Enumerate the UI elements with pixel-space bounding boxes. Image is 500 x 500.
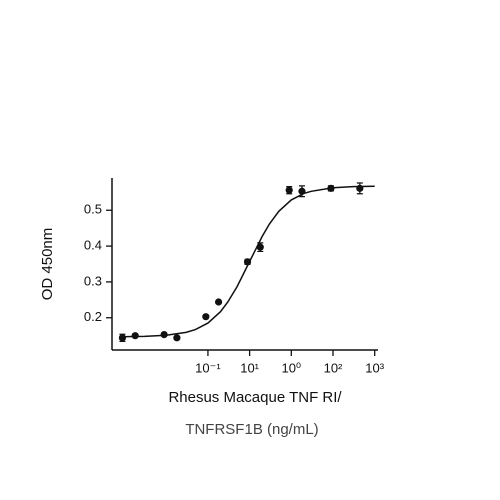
data-point bbox=[298, 187, 306, 195]
y-axis-label: OD 450nm bbox=[39, 228, 56, 301]
x-axis-label: Rhesus Macaque TNF RI/ bbox=[168, 389, 342, 406]
x-tick-label: 10³ bbox=[365, 360, 384, 375]
data-point bbox=[131, 332, 139, 340]
data-point bbox=[173, 334, 181, 342]
data-point bbox=[118, 334, 127, 342]
x-tick-label: 10⁰ bbox=[281, 360, 301, 375]
y-tick-label: 0.4 bbox=[84, 238, 102, 253]
x-axis-label: TNFRSF1B (ng/mL) bbox=[185, 421, 318, 438]
data-point bbox=[285, 186, 293, 194]
x-tick-label: 10² bbox=[324, 360, 343, 375]
x-tick-label: 10⁻¹ bbox=[195, 360, 221, 375]
x-tick-label: 10¹ bbox=[240, 360, 259, 375]
data-point bbox=[160, 330, 168, 339]
data-point bbox=[202, 313, 210, 321]
y-tick-label: 0.3 bbox=[84, 273, 102, 288]
y-tick-label: 0.2 bbox=[84, 309, 102, 324]
data-point bbox=[214, 298, 223, 306]
data-point bbox=[327, 184, 335, 192]
data-point bbox=[243, 258, 252, 266]
y-tick-label: 0.5 bbox=[84, 202, 102, 217]
data-point bbox=[356, 184, 364, 192]
data-point bbox=[256, 243, 264, 251]
